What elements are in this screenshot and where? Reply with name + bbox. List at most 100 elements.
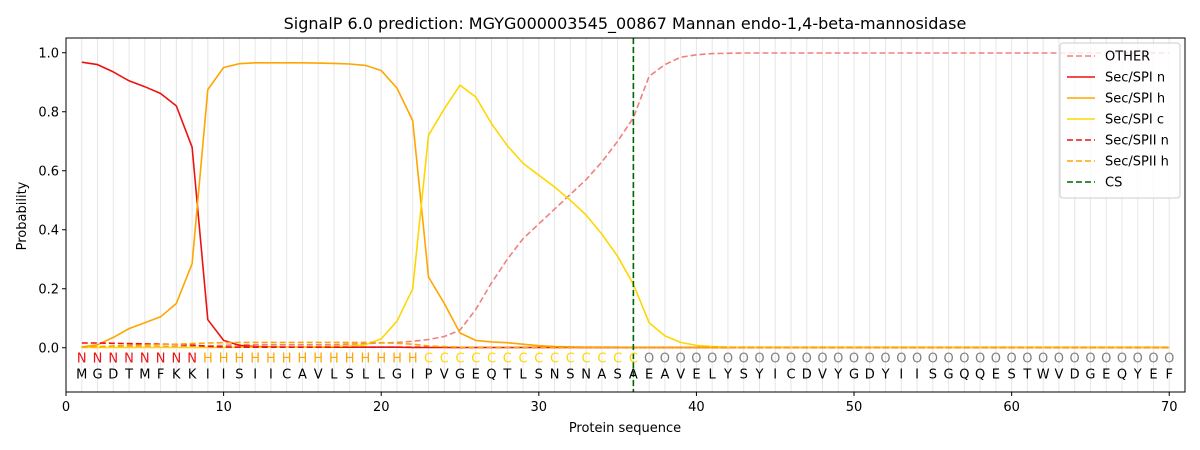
legend-label: CS [1105,176,1122,191]
residue-letter: L [709,368,717,383]
residue-label: H [376,352,386,367]
residue-letter: I [411,368,415,383]
residue-label: O [817,352,827,367]
residue-letter: D [865,368,875,383]
residue-letter: S [535,368,543,383]
residue-label: O [1148,352,1158,367]
residue-label: O [1070,352,1080,367]
residue-label: O [1117,352,1127,367]
residue-label: C [597,352,606,367]
residue-label: C [455,352,464,367]
residue-label: C [487,352,496,367]
residue-label: H [329,352,339,367]
residue-label: O [770,352,780,367]
residue-label: C [550,352,559,367]
sequence-layer: NMNGNDNTNMNFNKNKHIHIHSHIHIHCHAHVHLHSHLHL… [76,352,1174,383]
residue-letter: A [629,368,638,383]
residue-label: O [912,352,922,367]
residue-label: O [691,352,701,367]
x-axis-title: Protein sequence [569,421,681,436]
residue-label: N [108,352,118,367]
series-line-sec-spii-h [81,341,1170,349]
residue-label: H [345,352,355,367]
residue-label: O [786,352,796,367]
residue-letter: V [314,368,323,383]
residue-label: O [723,352,733,367]
residue-letter: S [566,368,574,383]
residue-label: H [219,352,229,367]
residue-letter: A [597,368,606,383]
residue-label: O [1085,352,1095,367]
residue-letter: S [740,368,748,383]
residue-label: H [392,352,402,367]
residue-label: O [1054,352,1064,367]
residue-letter: G [849,368,859,383]
residue-label: N [187,352,197,367]
residue-letter: L [378,368,386,383]
x-tick-label: 50 [846,400,863,415]
residue-label: N [77,352,87,367]
residue-letter: G [455,368,465,383]
residue-letter: E [692,368,700,383]
residue-label: H [282,352,292,367]
legend-label: Sec/SPII n [1105,134,1169,149]
legend: OTHER Sec/SPI n Sec/SPI h Sec/SPI c Sec/SPII… [1059,42,1181,199]
y-tick-label: 0.8 [38,105,59,120]
residue-letter: S [235,368,243,383]
residue-label: O [1133,352,1143,367]
residue-letter: W [1037,368,1050,383]
residue-label: H [408,352,418,367]
residue-letter: A [298,368,307,383]
residue-label: C [566,352,575,367]
residue-letter: C [282,368,291,383]
legend-label: Sec/SPI c [1105,113,1164,128]
residue-letter: T [1022,368,1031,383]
residue-label: O [833,352,843,367]
residue-letter: I [773,368,777,383]
residue-label: O [707,352,717,367]
residue-label: H [234,352,244,367]
residue-letter: E [1149,368,1157,383]
residue-letter: E [992,368,1000,383]
residue-letter: Q [959,368,969,383]
residue-label: H [266,352,276,367]
residue-label: N [140,352,150,367]
legend-label: Sec/SPII h [1105,155,1169,170]
residue-label: N [124,352,134,367]
residue-letter: V [440,368,449,383]
residue-label: C [440,352,449,367]
residue-label: O [896,352,906,367]
y-axis-title: Probability [15,181,30,250]
residue-label: O [959,352,969,367]
residue-letter: M [76,368,87,383]
residue-label: O [1038,352,1048,367]
residue-letter: L [330,368,338,383]
y-tick-label: 1.0 [38,46,59,61]
x-tick-label: 0 [62,400,70,415]
residue-letter: N [550,368,560,383]
series-layer [81,38,1170,392]
residue-letter: I [915,368,919,383]
residue-label: C [503,352,512,367]
series-line-sec-spi-n [81,61,1170,349]
residue-letter: G [92,368,102,383]
residue-letter: Y [723,368,732,383]
residue-letter: V [818,368,827,383]
residue-letter: Y [754,368,763,383]
residue-letter: D [108,368,118,383]
series-line-sec-spi-c [81,84,1170,349]
legend-label: Sec/SPI h [1105,92,1165,107]
residue-letter: S [613,368,621,383]
residue-letter: F [1165,368,1172,383]
residue-letter: Q [975,368,985,383]
residue-label: O [644,352,654,367]
residue-label: C [519,352,528,367]
x-tick-label: 20 [373,400,390,415]
residue-letter: P [425,368,433,383]
residue-letter: V [676,368,685,383]
residue-letter: Q [1117,368,1127,383]
residue-letter: A [660,368,669,383]
residue-label: O [754,352,764,367]
